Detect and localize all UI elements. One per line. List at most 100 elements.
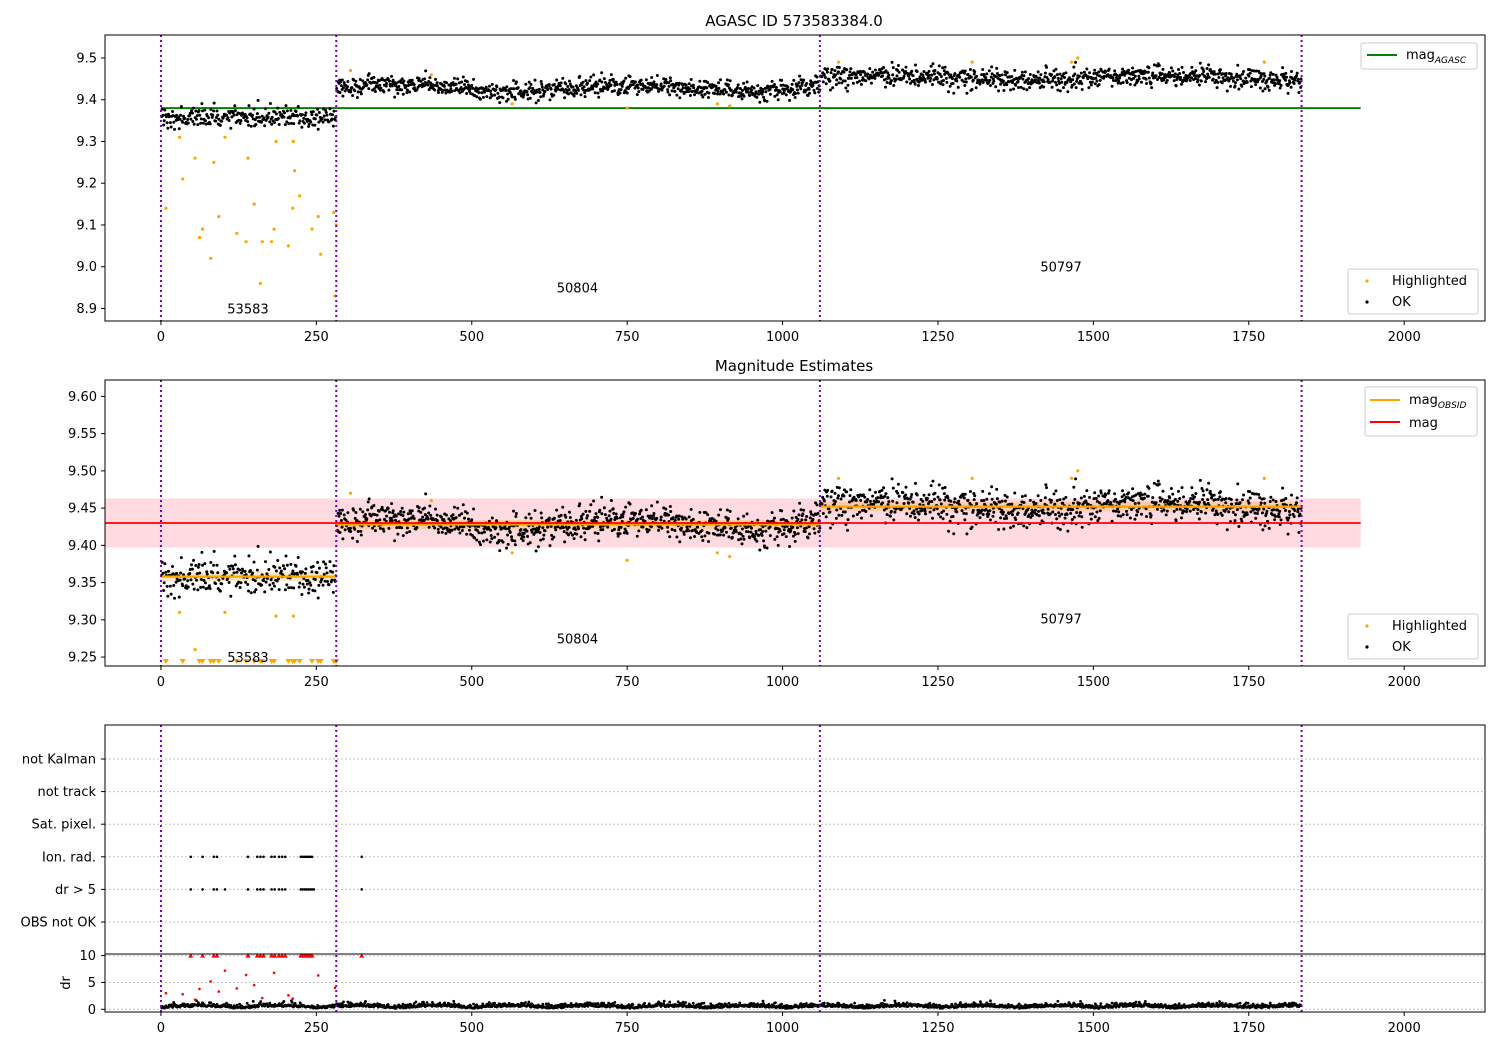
ok-point [597,95,601,99]
ok-point [460,80,464,84]
ok-point [761,90,765,94]
ok-point [571,533,575,537]
ok-point [205,570,209,574]
ok-point [1190,486,1194,490]
ok-point [1137,77,1141,81]
ok-point [988,78,992,82]
ok-point [1133,517,1137,521]
ok-point [539,80,543,84]
ok-point [778,90,782,94]
ok-point [212,101,216,105]
ok-point [963,492,967,496]
ok-point [585,81,589,85]
ok-point [285,563,289,567]
ok-point [761,525,765,529]
flag-point [310,888,314,891]
ok-point [933,69,937,73]
ok-point [641,525,645,529]
ok-point [725,508,729,512]
ok-point [833,73,837,77]
ok-point [682,532,686,536]
highlighted-point [244,240,248,244]
ok-point [449,84,453,88]
ok-point [815,75,819,79]
ok-point [824,515,828,519]
ok-point [859,516,863,520]
ok-point [562,90,566,94]
ok-point [1090,512,1094,516]
ok-point [165,584,169,588]
ok-point [353,89,357,93]
ok-point [824,82,828,86]
highlighted-point [269,240,274,244]
ok-point [177,595,181,599]
ok-point [928,79,932,83]
ok-point [536,99,540,103]
ok-point [1189,496,1193,500]
ok-point [527,512,531,516]
ok-point [533,78,537,82]
ok-point [332,564,336,568]
ok-point [1025,526,1029,530]
highlighted-point [1070,476,1074,480]
ok-point [907,74,911,78]
ok-point [1215,86,1219,90]
ok-point [1195,512,1199,516]
dr-point [182,1002,186,1006]
ok-point [1061,501,1065,505]
ok-point [761,529,765,533]
ok-point [816,80,820,84]
ok-point [233,554,237,558]
ok-point [375,81,379,85]
ok-point [539,95,543,99]
ok-point [936,495,940,499]
ok-point [931,516,935,520]
ok-point [682,530,686,534]
flag-point [201,855,204,859]
ok-point [965,91,969,95]
ok-point [659,82,663,86]
ok-point [359,533,363,537]
ok-point [1234,502,1238,506]
ok-point [998,500,1002,504]
ok-point [1088,495,1092,499]
ok-point [846,518,850,522]
ok-point [928,510,932,514]
ok-point [313,123,317,127]
ok-point [247,554,251,558]
ok-point [233,563,237,567]
ok-point [412,83,416,87]
ok-point [753,537,757,541]
ok-point [667,81,671,85]
ok-point [199,117,203,121]
ok-point [943,498,947,502]
ok-point [1261,89,1265,93]
flag-point [299,888,303,891]
ok-point [843,510,847,514]
ok-point [876,496,880,500]
ok-point [974,86,978,90]
ok-point [684,517,688,521]
ok-point [635,534,639,538]
ok-point [1074,477,1078,481]
ok-point [490,537,494,541]
ok-point [528,86,532,90]
ok-point [1158,496,1162,500]
ok-point [1168,496,1172,500]
ok-point [837,486,841,490]
ok-point [525,529,529,533]
below-range-marker [317,659,324,664]
ok-point [1229,72,1233,76]
ok-point [241,112,245,116]
ok-point [1142,496,1146,500]
ok-point [580,517,584,521]
ok-point [343,528,347,532]
ok-point [203,581,207,585]
ok-point [693,93,697,97]
ok-point [669,79,673,83]
ok-point [302,585,306,589]
ok-point [910,511,914,515]
ok-point [538,91,542,95]
ok-point [652,80,656,84]
ok-point [980,508,984,512]
